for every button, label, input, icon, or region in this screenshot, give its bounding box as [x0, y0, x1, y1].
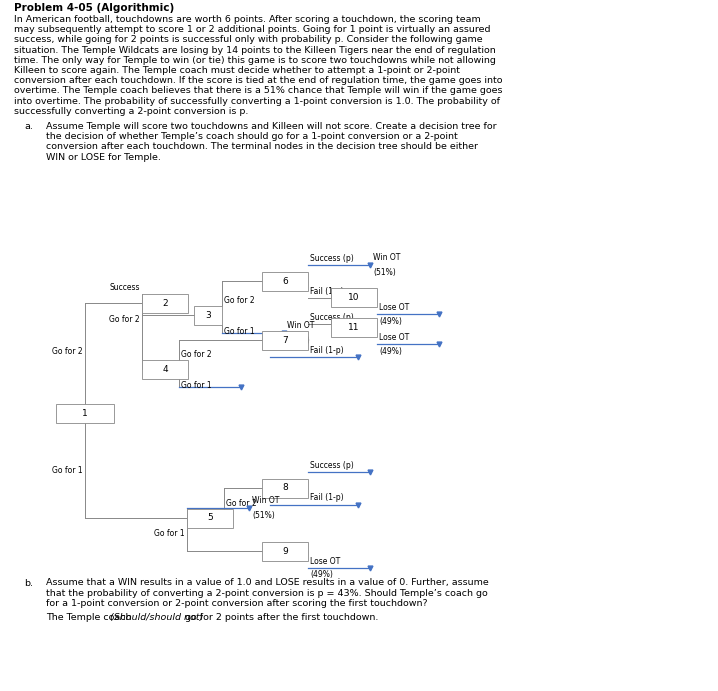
FancyBboxPatch shape: [56, 404, 114, 422]
Text: Go for 1: Go for 1: [224, 327, 255, 336]
Text: for a 1-point conversion or 2-point conversion after scoring the first touchdown: for a 1-point conversion or 2-point conv…: [46, 599, 428, 608]
Text: 11: 11: [348, 323, 360, 332]
Text: 6: 6: [282, 276, 288, 285]
Text: that the probability of converting a 2-point conversion is p = 43%. Should Templ: that the probability of converting a 2-p…: [46, 589, 488, 598]
Text: situation. The Temple Wildcats are losing by 14 points to the Killeen Tigers nea: situation. The Temple Wildcats are losin…: [14, 46, 495, 55]
Text: Go for 2: Go for 2: [52, 347, 83, 356]
Text: Fail (1-p): Fail (1-p): [310, 287, 344, 296]
Text: Success: Success: [110, 283, 140, 292]
Text: successfully converting a 2-point conversion is p.: successfully converting a 2-point conver…: [14, 107, 248, 116]
Text: (51%): (51%): [373, 267, 396, 276]
FancyBboxPatch shape: [187, 509, 233, 527]
Text: Success (p): Success (p): [310, 312, 354, 321]
Text: into overtime. The probability of successfully converting a 1-point conversion i: into overtime. The probability of succes…: [14, 97, 500, 106]
Text: Assume that a WIN results in a value of 1.0 and LOSE results in a value of 0. Fu: Assume that a WIN results in a value of …: [46, 578, 489, 587]
FancyBboxPatch shape: [262, 330, 308, 350]
Text: Win OT: Win OT: [373, 252, 401, 261]
Text: conversion after each touchdown. If the score is tied at the end of regulation t: conversion after each touchdown. If the …: [14, 76, 503, 85]
Text: WIN or LOSE for Temple.: WIN or LOSE for Temple.: [46, 153, 161, 162]
Text: go for 2 points after the first touchdown.: go for 2 points after the first touchdow…: [182, 613, 378, 622]
Text: Win OT: Win OT: [252, 496, 279, 505]
Text: Problem 4-05 (Algorithmic): Problem 4-05 (Algorithmic): [14, 3, 174, 13]
FancyBboxPatch shape: [262, 542, 308, 560]
Text: 9: 9: [282, 547, 288, 556]
Text: 7: 7: [282, 336, 288, 345]
FancyBboxPatch shape: [142, 294, 188, 312]
Text: may subsequently attempt to score 1 or 2 additional points. Going for 1 point is: may subsequently attempt to score 1 or 2…: [14, 25, 490, 34]
FancyBboxPatch shape: [194, 305, 222, 325]
FancyBboxPatch shape: [262, 272, 308, 290]
Text: Success (p): Success (p): [310, 460, 354, 469]
FancyBboxPatch shape: [331, 317, 377, 337]
Text: Go for 1: Go for 1: [181, 381, 212, 390]
Text: In American football, touchdowns are worth 6 points. After scoring a touchdown, : In American football, touchdowns are wor…: [14, 15, 481, 24]
Text: Fail (1-p): Fail (1-p): [310, 346, 344, 354]
Text: 8: 8: [282, 484, 288, 493]
Text: a.: a.: [24, 122, 33, 131]
Text: (Should/should not): (Should/should not): [111, 613, 204, 622]
Text: the decision of whether Temple’s coach should go for a 1-point conversion or a 2: the decision of whether Temple’s coach s…: [46, 132, 458, 141]
Text: (49%): (49%): [310, 571, 333, 580]
Text: 5: 5: [207, 513, 213, 522]
Text: The Temple coach: The Temple coach: [46, 613, 134, 622]
Text: Go for 2: Go for 2: [109, 314, 140, 323]
Text: 10: 10: [348, 292, 360, 301]
Text: Lose OT: Lose OT: [379, 332, 409, 341]
Text: Win OT: Win OT: [287, 321, 314, 330]
Text: Go for 2: Go for 2: [226, 498, 256, 507]
FancyBboxPatch shape: [262, 478, 308, 498]
FancyBboxPatch shape: [142, 359, 188, 379]
Text: (49%): (49%): [379, 316, 402, 325]
Text: Go for 1: Go for 1: [154, 529, 185, 538]
Text: overtime. The Temple coach believes that there is a 51% chance that Temple will : overtime. The Temple coach believes that…: [14, 86, 503, 95]
Text: Killeen to score again. The Temple coach must decide whether to attempt a 1-poin: Killeen to score again. The Temple coach…: [14, 66, 460, 75]
Text: (51%): (51%): [287, 336, 309, 345]
Text: success, while going for 2 points is successful only with probability p. Conside: success, while going for 2 points is suc…: [14, 35, 482, 44]
Text: time. The only way for Temple to win (or tie) this game is to score two touchdow: time. The only way for Temple to win (or…: [14, 56, 496, 65]
Text: b.: b.: [24, 578, 33, 587]
Text: Fail (1-p): Fail (1-p): [310, 493, 344, 502]
Text: Go for 1: Go for 1: [52, 466, 83, 475]
FancyBboxPatch shape: [331, 287, 377, 307]
Text: Lose OT: Lose OT: [379, 303, 409, 312]
Text: 1: 1: [82, 408, 88, 417]
Text: 3: 3: [205, 310, 211, 319]
Text: Go for 2: Go for 2: [181, 350, 212, 359]
Text: Assume Temple will score two touchdowns and Killeen will not score. Create a dec: Assume Temple will score two touchdowns …: [46, 122, 497, 131]
Text: (51%): (51%): [252, 511, 275, 520]
Text: conversion after each touchdown. The terminal nodes in the decision tree should : conversion after each touchdown. The ter…: [46, 142, 478, 151]
Text: Lose OT: Lose OT: [310, 556, 340, 565]
Text: Success (p): Success (p): [310, 254, 354, 263]
Text: (49%): (49%): [379, 346, 402, 355]
Text: 4: 4: [162, 364, 168, 374]
Text: Go for 2: Go for 2: [224, 296, 255, 305]
Text: 2: 2: [162, 299, 168, 307]
